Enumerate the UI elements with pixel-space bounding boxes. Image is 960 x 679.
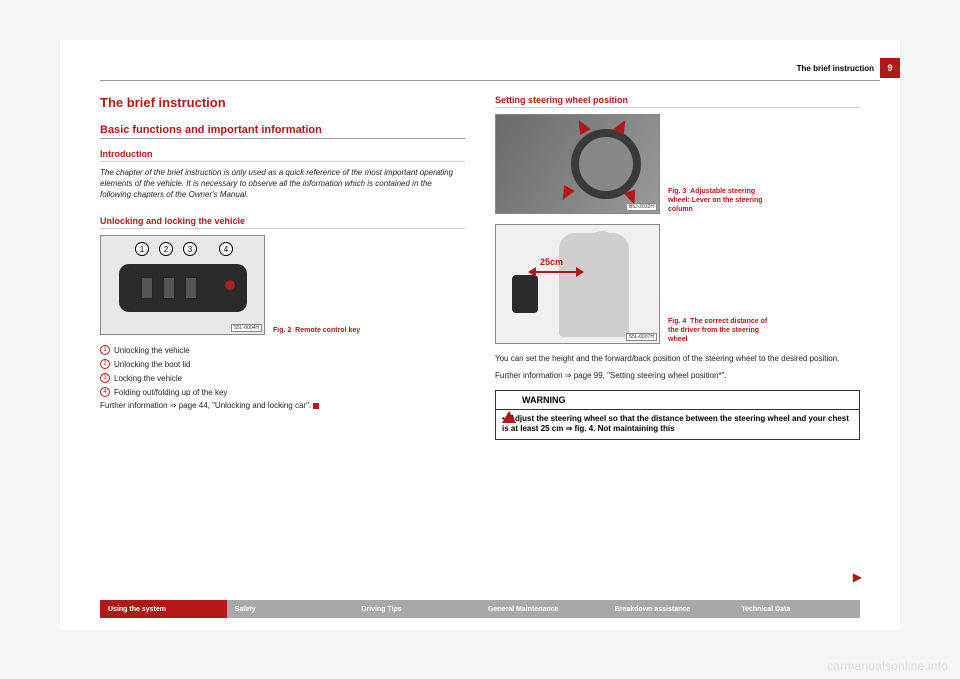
warning-text: Adjust the steering wheel so that the di… [502, 414, 849, 434]
unlock-heading: Unlocking and locking the vehicle [100, 216, 465, 229]
steering-heading: Setting steering wheel position [495, 95, 860, 108]
warning-header: ! WARNING [496, 391, 859, 410]
legend-text-4: Folding out/folding up of the key [114, 388, 227, 397]
steering-wheel-icon [571, 129, 641, 199]
right-column: Setting steering wheel position B5J-2032… [495, 95, 860, 440]
legend-num-2: 2 [100, 359, 110, 369]
steering-body-1: You can set the height and the forward/b… [495, 354, 860, 365]
figure-3-caption: Fig. 3 Adjustable steering wheel: Lever … [668, 187, 778, 214]
tab-safety[interactable]: Safety [227, 600, 354, 618]
figure-3-image: B5J-2032H [495, 114, 660, 214]
tab-label: Using the system [108, 606, 166, 613]
tab-label: General Maintenance [488, 606, 558, 613]
intro-heading: Introduction [100, 149, 465, 162]
tab-label: Technical Data [741, 606, 790, 613]
legend-text-1: Unlocking the vehicle [114, 346, 190, 355]
header-rule [100, 80, 880, 81]
unlock-further-text: Further information ⇒ page 44, "Unlockin… [100, 401, 311, 410]
steering-side-icon [512, 275, 538, 313]
watermark: carmanualsonline.info [827, 659, 948, 673]
callout-3: 3 [183, 242, 197, 256]
figure-3-row: B5J-2032H Fig. 3 Adjustable steering whe… [495, 114, 860, 214]
section-end-icon [313, 403, 319, 409]
warning-title: WARNING [522, 395, 566, 405]
figure-2-row: 1 2 3 4 S5L-0004H Fig. 2 Remote control … [100, 235, 465, 335]
figure-4-num: Fig. 4 [668, 318, 686, 325]
section-title: The brief instruction [100, 95, 465, 110]
running-title: The brief instruction [797, 64, 874, 73]
intro-body: The chapter of the brief instruction is … [100, 168, 465, 200]
legend-num-4: 4 [100, 387, 110, 397]
key-button-1 [141, 277, 153, 299]
remote-key-body [119, 264, 247, 312]
distance-label: 25cm [540, 257, 563, 267]
footer-tabs: Using the system Safety Driving Tips Gen… [100, 600, 860, 618]
tab-breakdown[interactable]: Breakdown assistance [607, 600, 734, 618]
key-button-3 [185, 277, 197, 299]
tab-using-system[interactable]: Using the system [100, 600, 227, 618]
legend-item-4: 4 Folding out/folding up of the key [100, 387, 465, 397]
callout-2: 2 [159, 242, 173, 256]
distance-arrow-icon [534, 271, 578, 273]
running-header: The brief instruction 9 [797, 58, 900, 78]
figure-2-num: Fig. 2 [273, 327, 291, 334]
warning-body: • Adjust the steering wheel so that the … [496, 410, 859, 440]
legend-text-3: Locking the vehicle [114, 374, 182, 383]
legend-text-2: Unlocking the boot lid [114, 360, 191, 369]
continued-arrow-icon: ▶ [853, 570, 862, 584]
figure-4-caption: Fig. 4 The correct distance of the drive… [668, 317, 778, 344]
figure-3-code: B5J-2032H [626, 203, 657, 211]
key-button-2 [163, 277, 175, 299]
callout-4: 4 [219, 242, 233, 256]
subsection-heading: Basic functions and important informatio… [100, 124, 465, 139]
driver-head-icon [587, 231, 617, 261]
tab-technical-data[interactable]: Technical Data [733, 600, 860, 618]
figure-4-code: S5L-0007H [626, 333, 657, 341]
tab-driving-tips[interactable]: Driving Tips [353, 600, 480, 618]
figure-2-image: 1 2 3 4 S5L-0004H [100, 235, 265, 335]
figure-4-row: 25cm S5L-0007H Fig. 4 The correct distan… [495, 224, 860, 344]
content-area: The brief instruction Basic functions an… [100, 95, 860, 440]
tab-label: Driving Tips [361, 606, 401, 613]
tab-label: Safety [235, 606, 256, 613]
page: The brief instruction 9 The brief instru… [60, 40, 900, 630]
page-number: 9 [880, 58, 900, 78]
legend-num-1: 1 [100, 345, 110, 355]
tab-label: Breakdown assistance [615, 606, 690, 613]
legend-item-3: 3 Locking the vehicle [100, 373, 465, 383]
tab-general-maintenance[interactable]: General Maintenance [480, 600, 607, 618]
figure-2-text: Remote control key [295, 327, 360, 334]
steering-body-2: Further information ⇒ page 99, "Setting … [495, 371, 860, 382]
unlock-further-info: Further information ⇒ page 44, "Unlockin… [100, 401, 465, 412]
left-column: The brief instruction Basic functions an… [100, 95, 465, 440]
figure-2-code: S5L-0004H [231, 324, 262, 332]
figure-3-num: Fig. 3 [668, 188, 686, 195]
key-indicator-led [225, 280, 235, 290]
legend-item-2: 2 Unlocking the boot lid [100, 359, 465, 369]
figure-4-image: 25cm S5L-0007H [495, 224, 660, 344]
figure-2-caption: Fig. 2 Remote control key [273, 326, 383, 335]
legend-item-1: 1 Unlocking the vehicle [100, 345, 465, 355]
callout-1: 1 [135, 242, 149, 256]
warning-triangle-icon: ! [502, 394, 516, 406]
legend-num-3: 3 [100, 373, 110, 383]
warning-box: ! WARNING • Adjust the steering wheel so… [495, 390, 860, 441]
